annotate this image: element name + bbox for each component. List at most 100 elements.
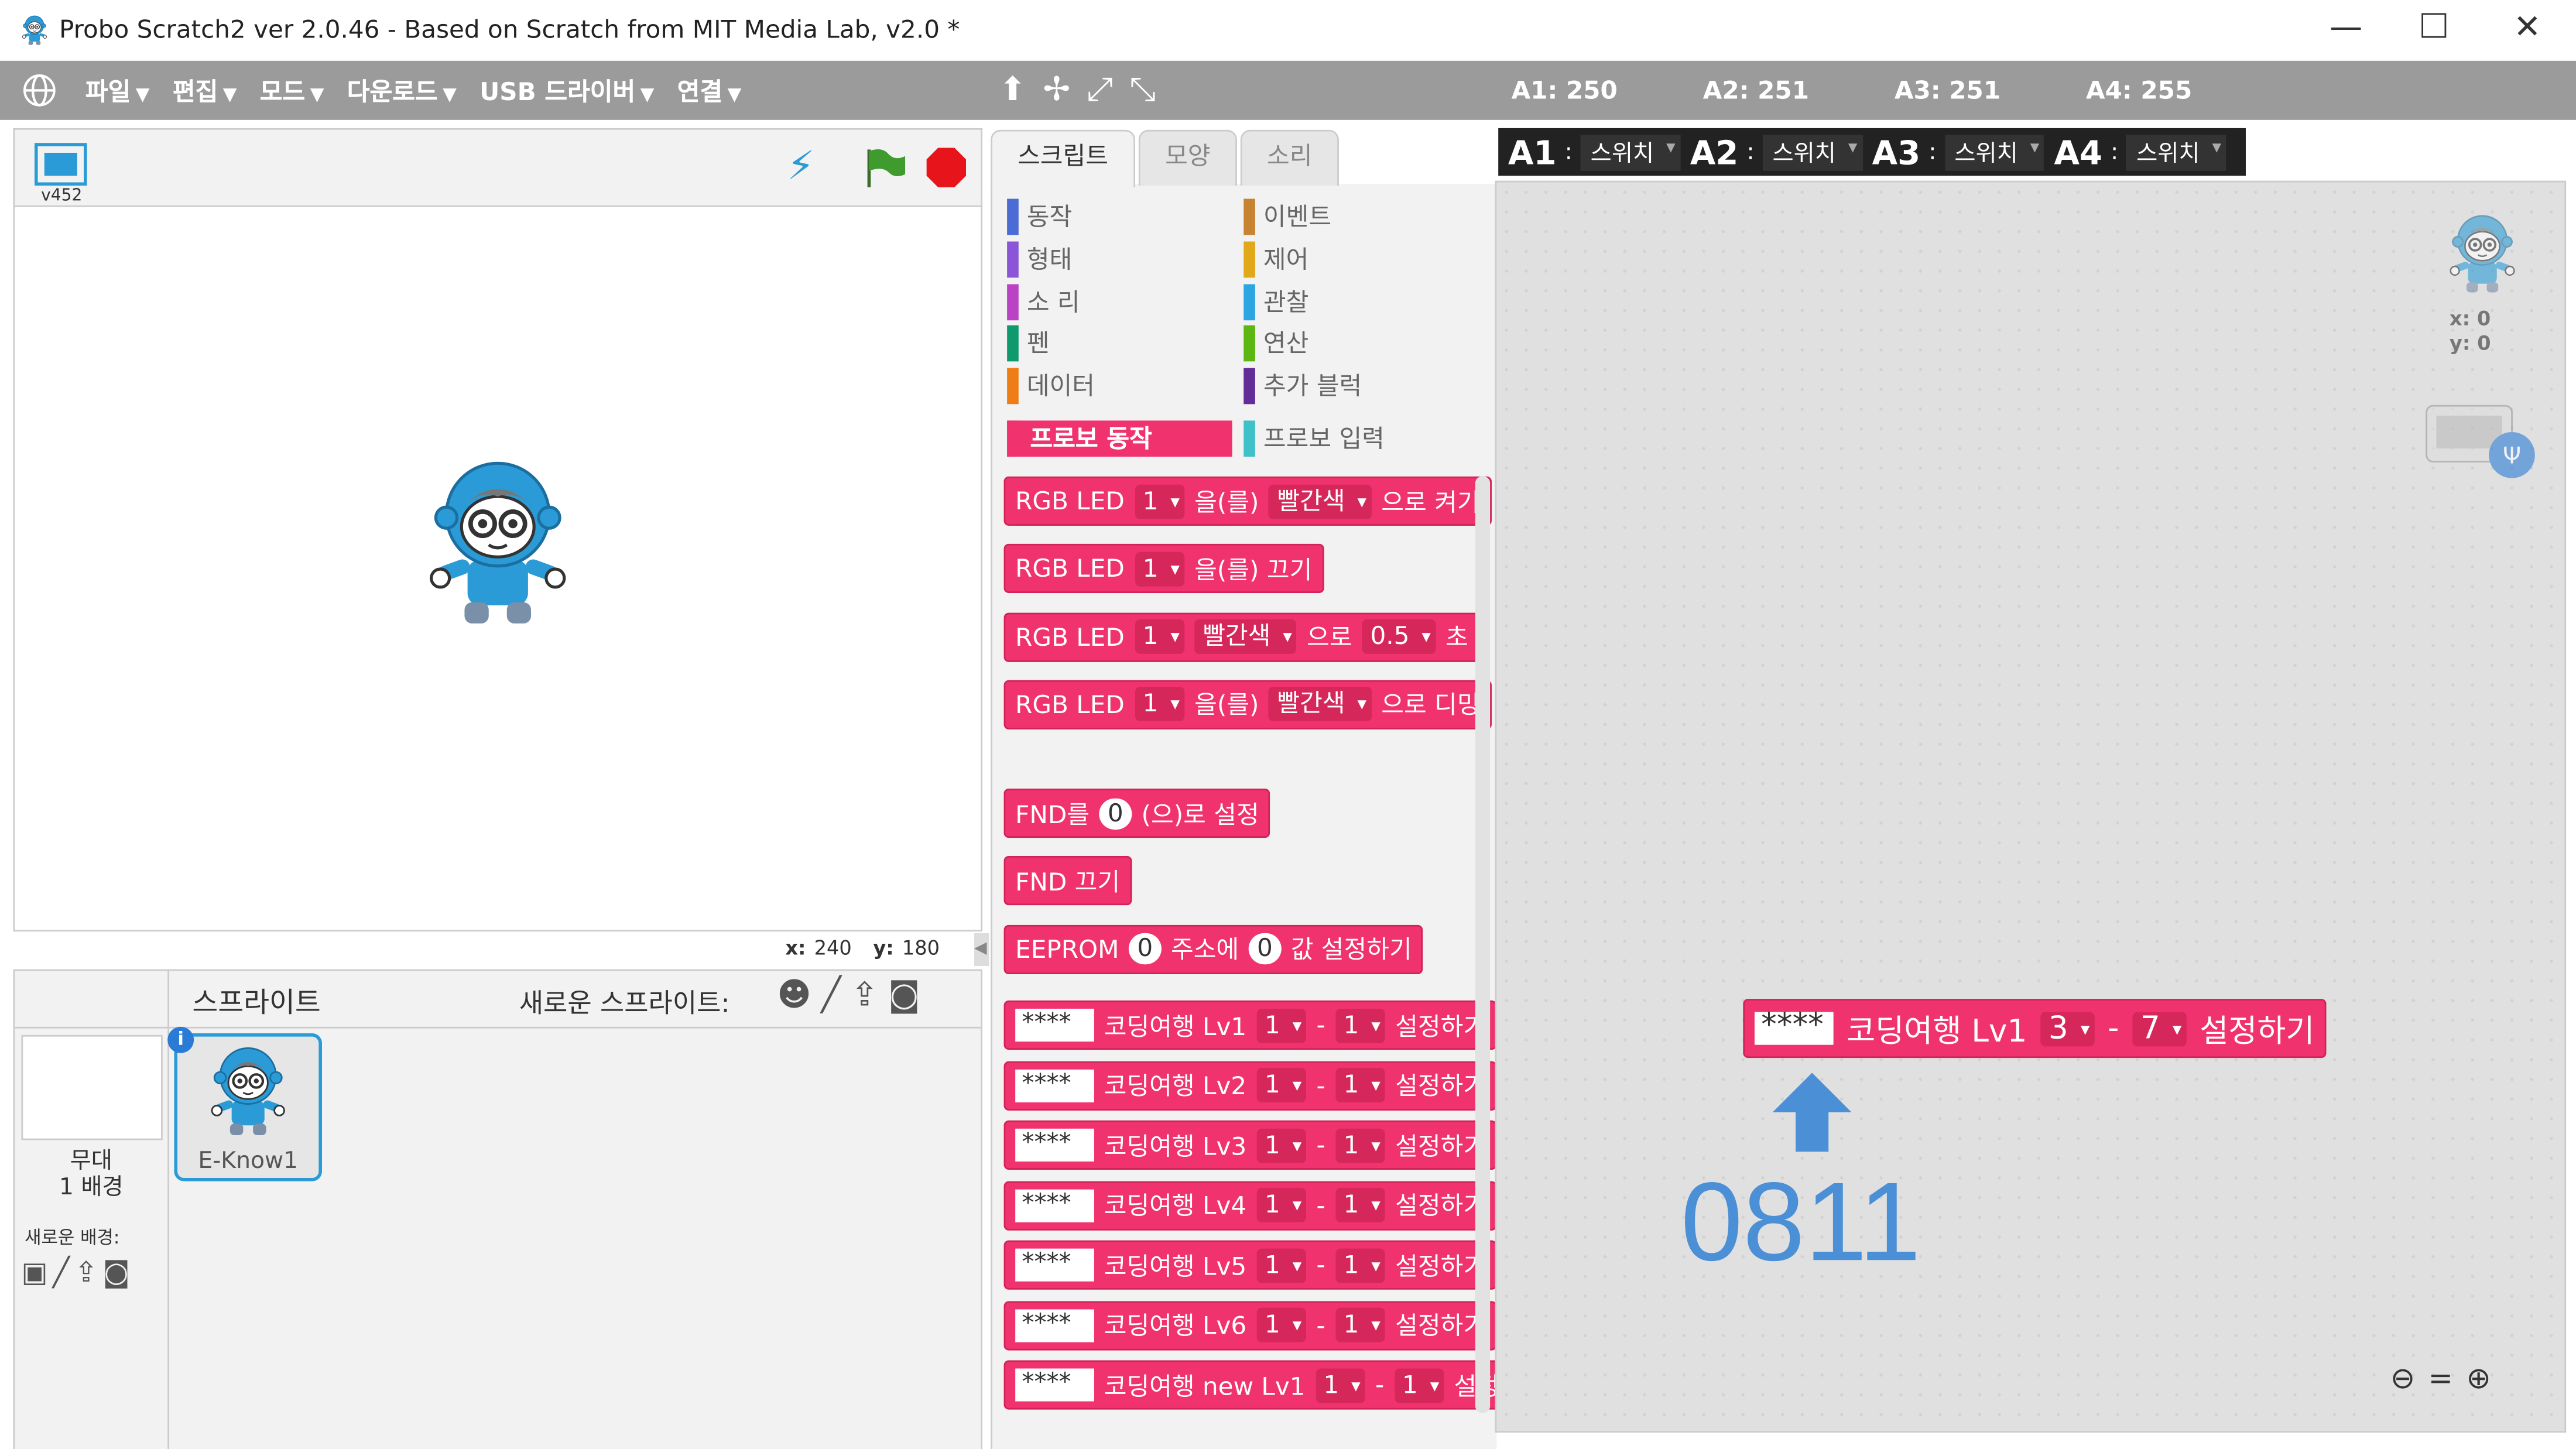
switch-selector[interactable]: A4: 스위치 — [2054, 132, 2226, 172]
block-field[interactable]: **** — [1015, 1009, 1094, 1042]
block[interactable]: **** 코딩여행 Lv1 1-1 설정하기 — [1003, 1000, 1497, 1050]
palette-scrollbar[interactable] — [1475, 476, 1491, 1413]
menu-item[interactable]: 편집 ▼ — [173, 74, 237, 108]
zoom-controls[interactable]: ⊖=⊕ — [2390, 1362, 2505, 1397]
block-field[interactable]: **** — [1754, 1009, 1834, 1045]
maximize-button[interactable] — [2421, 13, 2447, 38]
block[interactable]: FND 끄기 — [1003, 856, 1132, 906]
block-text: FND를 — [1015, 799, 1090, 829]
block-dropdown[interactable]: 1 — [1134, 687, 1185, 722]
menu-item[interactable]: USB 드라이버 ▼ — [479, 74, 654, 108]
stage-header: v452 ⚡ — [13, 128, 983, 207]
stage-thumbnail[interactable] — [21, 1034, 163, 1140]
block-dropdown[interactable]: 빨간색 — [1269, 484, 1372, 519]
tab[interactable]: 모양 — [1138, 129, 1238, 186]
block-dropdown[interactable]: 1 — [1335, 1008, 1386, 1043]
block-field[interactable]: **** — [1015, 1248, 1094, 1282]
minimize-button[interactable]: — — [2330, 6, 2363, 46]
block-dropdown[interactable]: 1 — [1256, 1128, 1307, 1163]
block-dropdown[interactable]: 1 — [1335, 1128, 1386, 1163]
menu-item[interactable]: 연결 ▼ — [677, 74, 742, 108]
category[interactable]: 관찰 — [1244, 283, 1308, 320]
language-icon[interactable] — [21, 72, 57, 108]
block-dropdown[interactable]: 1 — [1134, 619, 1185, 655]
category[interactable]: 동작 — [1007, 198, 1072, 235]
mode-dropdown[interactable]: 스위치 — [1944, 133, 2044, 170]
category[interactable]: 추가 블럭 — [1244, 368, 1362, 405]
block-dropdown[interactable]: 1 — [1256, 1008, 1307, 1043]
block[interactable]: FND를 0 (으)로 설정 — [1003, 788, 1271, 838]
green-flag[interactable] — [862, 146, 906, 189]
block-dropdown[interactable]: 1 — [1134, 484, 1185, 519]
block-field[interactable]: **** — [1015, 1368, 1094, 1402]
category[interactable]: 연산 — [1244, 326, 1308, 362]
switch-selector[interactable]: A2: 스위치 — [1690, 132, 1862, 172]
block-field[interactable]: **** — [1015, 1068, 1094, 1102]
block-number[interactable]: 0 — [1099, 797, 1132, 829]
category[interactable]: 제어 — [1244, 241, 1308, 278]
block[interactable]: **** 코딩여행 Lv2 1-1 설정하기 — [1003, 1060, 1497, 1110]
block-dropdown[interactable]: 7 — [2132, 1010, 2187, 1046]
block[interactable]: **** 코딩여행 Lv4 1-1 설정하기 — [1003, 1180, 1497, 1230]
category[interactable]: 형태 — [1007, 241, 1072, 278]
category[interactable]: 프로보 입력 — [1244, 420, 1385, 457]
block-field[interactable]: **** — [1015, 1188, 1094, 1222]
block-dropdown[interactable]: 1 — [1256, 1067, 1307, 1102]
mode-dropdown[interactable]: 스위치 — [1580, 133, 1681, 170]
switch-selector[interactable]: A1: 스위치 — [1508, 132, 1681, 172]
new-backdrop-icons[interactable]: ▣╱⇪◙ — [21, 1256, 135, 1290]
menu-item[interactable]: 파일 ▼ — [85, 74, 150, 108]
block[interactable]: EEPROM 0 주소에 0 값 설정하기 — [1003, 924, 1424, 974]
stage-mode-icons[interactable]: ⬆✢⤢⤡ — [999, 68, 1173, 109]
block-dropdown[interactable]: 1 — [1335, 1067, 1386, 1102]
block[interactable]: **** 코딩여행 Lv1 3-7 설정하기 — [1743, 999, 2327, 1059]
block-field[interactable]: **** — [1015, 1308, 1094, 1342]
block-dropdown[interactable]: 1 — [1315, 1368, 1366, 1403]
info-button[interactable]: i — [167, 1026, 194, 1053]
block-dropdown[interactable]: 1 — [1335, 1307, 1386, 1342]
block-dropdown[interactable]: 1 — [1335, 1187, 1386, 1222]
block-dropdown[interactable]: 1 — [1134, 551, 1185, 587]
presentation-mode-button[interactable] — [34, 143, 87, 186]
block-dropdown[interactable]: 1 — [1335, 1248, 1386, 1283]
category[interactable]: 프로보 동작 — [1007, 420, 1232, 457]
block-field[interactable]: **** — [1015, 1129, 1094, 1162]
connect-icon[interactable]: ⚡ — [787, 143, 815, 189]
collapse-handle[interactable]: ◀ — [974, 933, 989, 966]
block[interactable]: **** 코딩여행 Lv3 1-1 설정하기 — [1003, 1120, 1497, 1170]
tab[interactable]: 스크립트 — [991, 129, 1136, 187]
sprite-thumbnail[interactable]: i E-Know1 — [167, 1026, 322, 1181]
category[interactable]: 데이터 — [1007, 368, 1095, 405]
menu-item[interactable]: 모드 ▼ — [260, 74, 324, 108]
block-dropdown[interactable]: 3 — [2040, 1010, 2095, 1046]
category[interactable]: 이벤트 — [1244, 198, 1331, 235]
mode-dropdown[interactable]: 스위치 — [2126, 133, 2226, 170]
close-button[interactable]: ✕ — [2513, 6, 2541, 46]
block[interactable]: RGB LED 1 을(를) 빨간색 으로 켜기 — [1003, 476, 1492, 526]
new-sprite-icons[interactable]: ☻╱⇪◙ — [777, 974, 930, 1014]
stop-button[interactable] — [925, 146, 968, 189]
block-dropdown[interactable]: 1 — [1256, 1307, 1307, 1342]
block-dropdown[interactable]: 1 — [1256, 1248, 1307, 1283]
block[interactable]: RGB LED 1빨간색 으로 0.5 초 — [1003, 612, 1480, 662]
category[interactable]: 펜 — [1007, 326, 1050, 362]
block-dropdown[interactable]: 0.5 — [1362, 619, 1436, 655]
menu-item[interactable]: 다운로드 ▼ — [347, 74, 457, 108]
category[interactable]: 소 리 — [1007, 283, 1080, 320]
block-number[interactable]: 0 — [1129, 933, 1162, 965]
block[interactable]: RGB LED 1 을(를) 빨간색 으로 디밍 — [1003, 680, 1492, 729]
block-dropdown[interactable]: 빨간색 — [1194, 619, 1297, 655]
switch-selector[interactable]: A3: 스위치 — [1872, 132, 2044, 172]
mode-dropdown[interactable]: 스위치 — [1762, 133, 1862, 170]
block-dropdown[interactable]: 1 — [1393, 1368, 1444, 1403]
block[interactable]: **** 코딩여행 Lv5 1-1 설정하기 — [1003, 1240, 1497, 1290]
block-number[interactable]: 0 — [1249, 933, 1281, 965]
block[interactable]: **** 코딩여행 Lv6 1-1 설정하기 — [1003, 1300, 1497, 1350]
menu-arrow: ▼ — [640, 84, 655, 105]
sprite-on-stage[interactable] — [422, 453, 573, 642]
block-dropdown[interactable]: 1 — [1256, 1187, 1307, 1222]
block[interactable]: RGB LED 1 을(를) 끄기 — [1003, 544, 1324, 594]
block-dropdown[interactable]: 빨간색 — [1269, 687, 1372, 722]
tab[interactable]: 소리 — [1240, 129, 1339, 186]
